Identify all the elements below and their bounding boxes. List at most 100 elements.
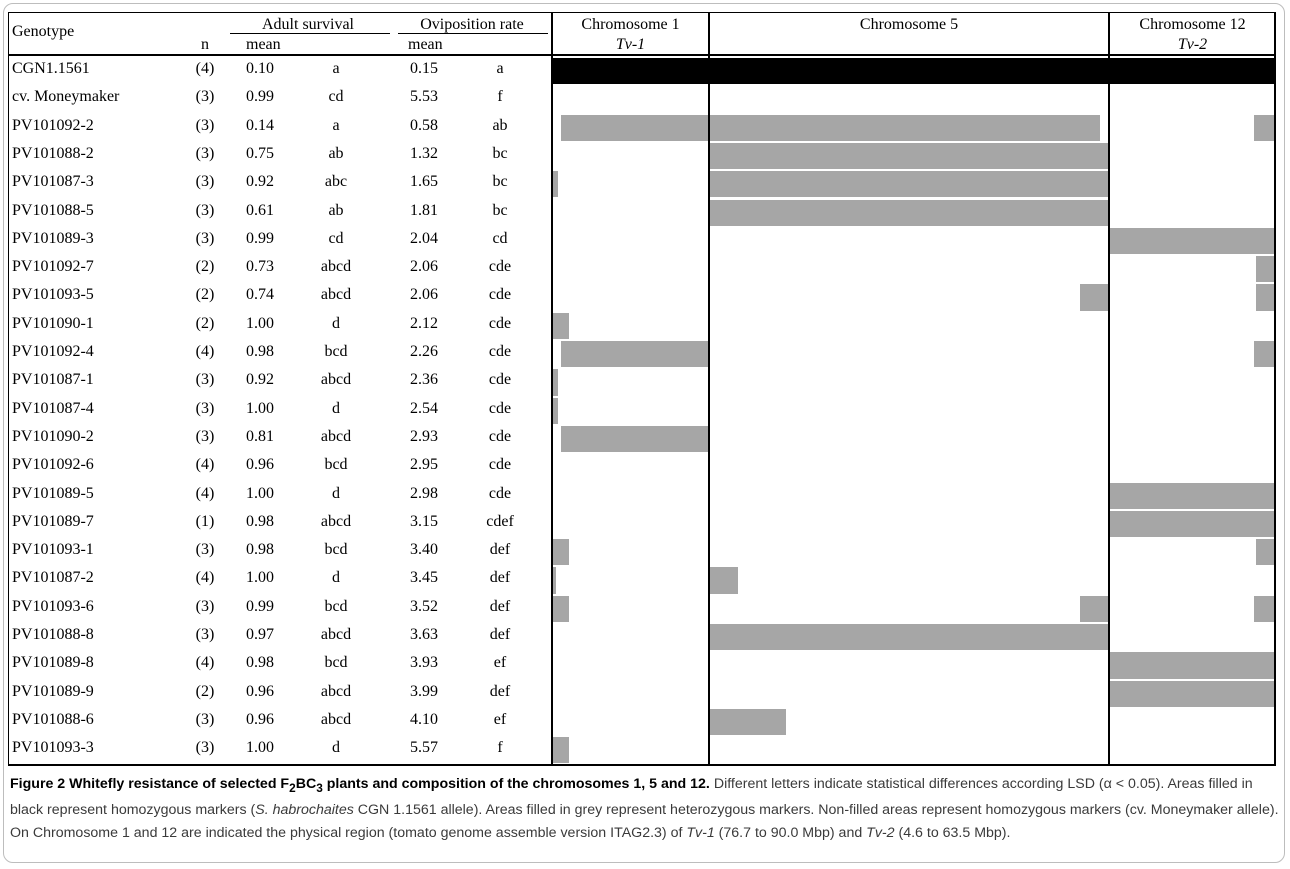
heterozygous-segment [553,171,558,198]
table-bottom-rule [8,764,1276,766]
cell-genotype: PV101087-3 [12,173,94,191]
cell-survival-group: bcd [324,654,348,672]
cell-oviposition-group: bc [492,201,508,219]
caption-italic: Tv-2 [866,824,895,841]
cell-oviposition-mean: 3.99 [410,682,438,700]
heterozygous-segment [1255,284,1274,311]
cell-survival-group: ab [328,144,344,162]
cell-survival-group: ab [328,201,344,219]
heterozygous-segment [553,397,558,424]
heterozygous-segment [560,114,708,141]
cell-n: (3) [195,229,215,247]
cell-survival-mean: 1.00 [246,484,274,502]
cell-survival-mean: 0.96 [246,682,274,700]
divider-chromosome-12 [1108,12,1110,766]
cell-n: (3) [195,597,215,615]
heterozygous-segment [710,142,1108,170]
cell-survival-group: cd [328,229,344,247]
cell-oviposition-group: cde [488,314,512,332]
cell-oviposition-mean: 5.53 [410,88,438,106]
caption-title-sub: 3 [316,780,323,795]
cell-survival-mean: 1.00 [246,569,274,587]
cell-oviposition-mean: 3.40 [410,541,438,559]
caption-title-part: BC [295,776,317,792]
cell-oviposition-group: cde [488,427,512,445]
table-top-rule [8,12,1276,13]
cell-n: (3) [195,88,215,106]
cell-oviposition-group: cd [492,229,508,247]
heterozygous-segment [1110,482,1274,509]
cell-oviposition-group: cde [488,258,512,276]
cell-genotype: PV101088-2 [12,144,94,162]
heterozygous-segment [710,624,1108,651]
cell-survival-group: abcd [320,626,352,643]
cell-survival-group: abcd [320,512,352,530]
cell-survival-group: a [332,116,340,134]
cell-oviposition-group: cde [488,484,512,502]
cell-oviposition-group: bc [492,173,508,191]
cell-genotype: PV101088-6 [12,710,94,728]
cell-n: (3) [195,541,215,559]
heterozygous-segment [553,737,569,764]
cell-genotype: PV101089-8 [12,654,94,672]
heterozygous-segment [710,114,1101,141]
caption-text: (4.6 to 63.5 Mbp). [894,824,1011,841]
cell-n: (4) [195,456,215,474]
cell-n: (1) [195,512,215,530]
cell-survival-mean: 0.99 [246,88,274,106]
cell-oviposition-group: ef [493,710,507,728]
cell-n: (3) [195,371,215,389]
heterozygous-segment [553,369,558,396]
cell-survival-mean: 1.00 [246,399,274,417]
cell-survival-group: abcd [320,682,352,700]
cell-oviposition-group: cde [488,399,512,417]
cell-genotype: PV101092-7 [12,258,94,276]
cell-oviposition-mean: 2.98 [410,484,438,502]
cell-oviposition-group: f [497,739,503,757]
homozygous-segment [710,58,1108,85]
cell-survival-mean: 0.92 [246,173,274,191]
cell-n: (2) [195,258,215,276]
divider-chromosome-1 [551,12,553,766]
cell-oviposition-group: def [489,682,511,700]
cell-survival-mean: 0.14 [246,116,274,134]
cell-oviposition-group: ab [492,116,508,134]
header-region-tv1: Tv-1 [615,36,646,53]
caption-title-part: Figure 2 Whitefly resistance of selected… [10,776,290,792]
cell-oviposition-mean: 3.15 [410,512,438,530]
heterozygous-segment [1255,256,1274,283]
header-chromosome-1: Chromosome 1 [581,16,680,33]
cell-genotype: PV101089-5 [12,484,94,502]
header-bottom-rule [8,54,1276,56]
cell-survival-mean: 0.98 [246,654,274,672]
cell-genotype: PV101089-3 [12,229,94,247]
heterozygous-segment [1110,227,1274,255]
cell-oviposition-mean: 4.10 [410,710,438,728]
cell-oviposition-mean: 1.32 [410,144,438,162]
cell-survival-mean: 0.61 [246,201,274,219]
header-n: n [201,36,209,53]
cell-oviposition-mean: 3.93 [410,654,438,672]
cell-oviposition-group: ef [493,654,507,672]
cell-survival-mean: 0.98 [246,343,274,360]
cell-genotype: PV101093-1 [12,541,94,559]
caption-title: Figure 2 Whitefly resistance of selected… [10,776,710,795]
heterozygous-segment [710,567,738,594]
table-right-border [1274,12,1276,766]
cell-genotype: CGN1.1561 [12,60,90,77]
cell-survival-mean: 0.73 [246,258,274,276]
cell-oviposition-mean: 2.04 [410,229,438,247]
figure-caption: Figure 2 Whitefly resistance of selected… [10,773,1280,844]
cell-survival-mean: 0.97 [246,626,274,643]
cell-n: (2) [195,682,215,700]
cell-survival-mean: 0.99 [246,229,274,247]
cell-survival-group: bcd [324,597,348,615]
cell-genotype: PV101089-7 [12,512,94,530]
heterozygous-segment [1254,341,1274,368]
heterozygous-segment [553,312,569,339]
cell-oviposition-group: cde [488,286,512,304]
heterozygous-segment [710,171,1108,198]
heterozygous-segment [1254,114,1274,141]
cell-survival-mean: 0.96 [246,456,274,474]
